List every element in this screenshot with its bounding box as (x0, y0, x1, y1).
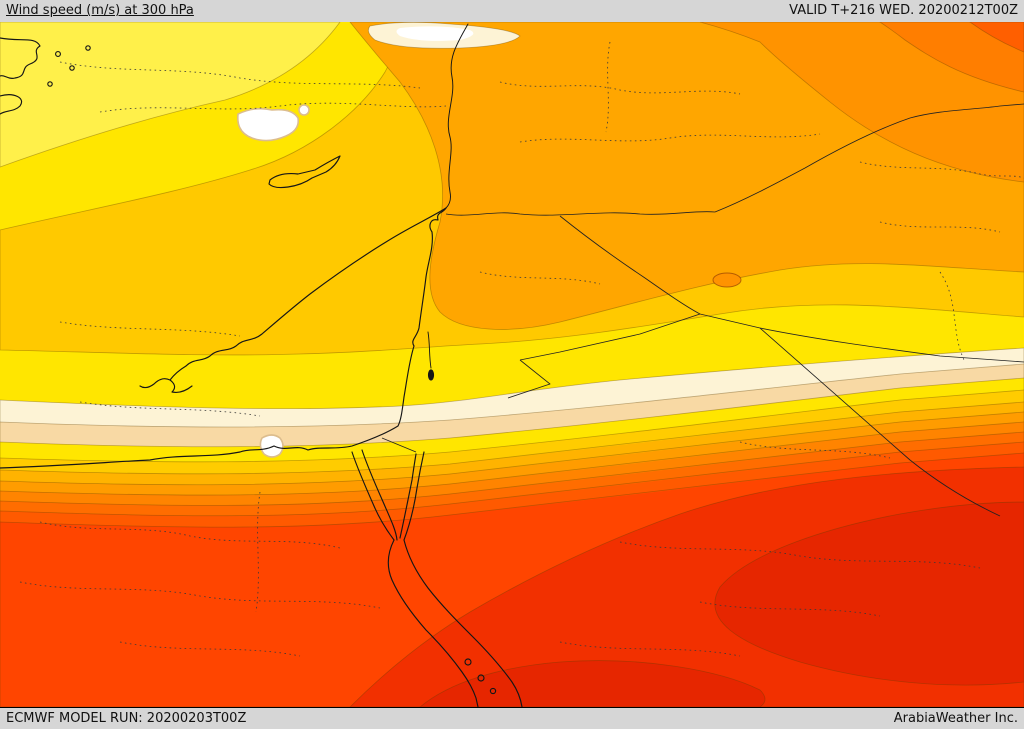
turkey-syria-border (445, 103, 1024, 216)
band-pale-yellow-topleft (0, 22, 341, 168)
map-area (0, 22, 1024, 707)
turkish-lake (236, 107, 300, 142)
syria-iraq-border (559, 215, 701, 315)
aegean-island (47, 81, 53, 87)
country-borders (381, 103, 1024, 517)
turkish-lake-small (298, 104, 310, 116)
levant-egypt-coast (0, 207, 447, 469)
contour-bands (0, 22, 1024, 707)
gulf-of-suez-east-shore (361, 449, 398, 541)
aegean-island (55, 51, 61, 57)
gulf-of-aqaba-east-shore (403, 451, 425, 541)
map-title: Wind speed (m/s) at 300 hPa (6, 3, 194, 18)
band-white-top-patch (396, 26, 474, 41)
red-sea-west-shore (387, 539, 479, 707)
aegean-island (85, 45, 91, 51)
red-sea-island (489, 687, 497, 695)
band-darker-red-core (714, 501, 1024, 686)
lake-near-suez (259, 434, 284, 458)
valid-time-label: VALID T+216 WED. 20200212T00Z (789, 3, 1018, 18)
aegean-coast (0, 37, 41, 79)
aegean-coast-2 (0, 94, 23, 115)
band-red-corner (969, 22, 1024, 53)
iraq-saudi-border (699, 313, 1024, 363)
attribution-label: ArabiaWeather Inc. (893, 710, 1018, 726)
aegean-island (69, 65, 75, 71)
header-bar: Wind speed (m/s) at 300 hPa VALID T+216 … (0, 0, 1024, 22)
red-sea-east-shore (403, 539, 523, 707)
band-deeper-orange-corner (879, 22, 1024, 93)
egypt-israel-border (381, 437, 417, 453)
footer-bar: ECMWF MODEL RUN: 20200203T00Z ArabiaWeat… (0, 707, 1024, 729)
gulf-of-aqaba-west-shore (399, 453, 417, 539)
red-sea-island (477, 674, 485, 682)
saudi-border-diagonal (759, 327, 1001, 517)
cyprus-island (268, 155, 341, 189)
band-darker-red-bottom (419, 660, 766, 707)
band-island-small (712, 272, 742, 288)
lakes (236, 104, 310, 458)
gulf-of-suez-west-shore (351, 451, 395, 541)
coastlines (0, 23, 523, 707)
anatolia-river-line (445, 23, 469, 209)
iraq-jordan-border (519, 313, 701, 361)
wind-speed-contour-map (0, 22, 1024, 707)
red-sea-island (464, 658, 472, 666)
model-run-label: ECMWF MODEL RUN: 20200203T00Z (6, 710, 247, 726)
jordan-saudi-border (507, 359, 551, 399)
coastal-peninsula (139, 365, 193, 393)
jordan-river-line (427, 331, 432, 369)
admin-borders-dotted (19, 41, 1024, 657)
turkish-south-coast (185, 207, 447, 367)
dead-sea (427, 369, 435, 381)
